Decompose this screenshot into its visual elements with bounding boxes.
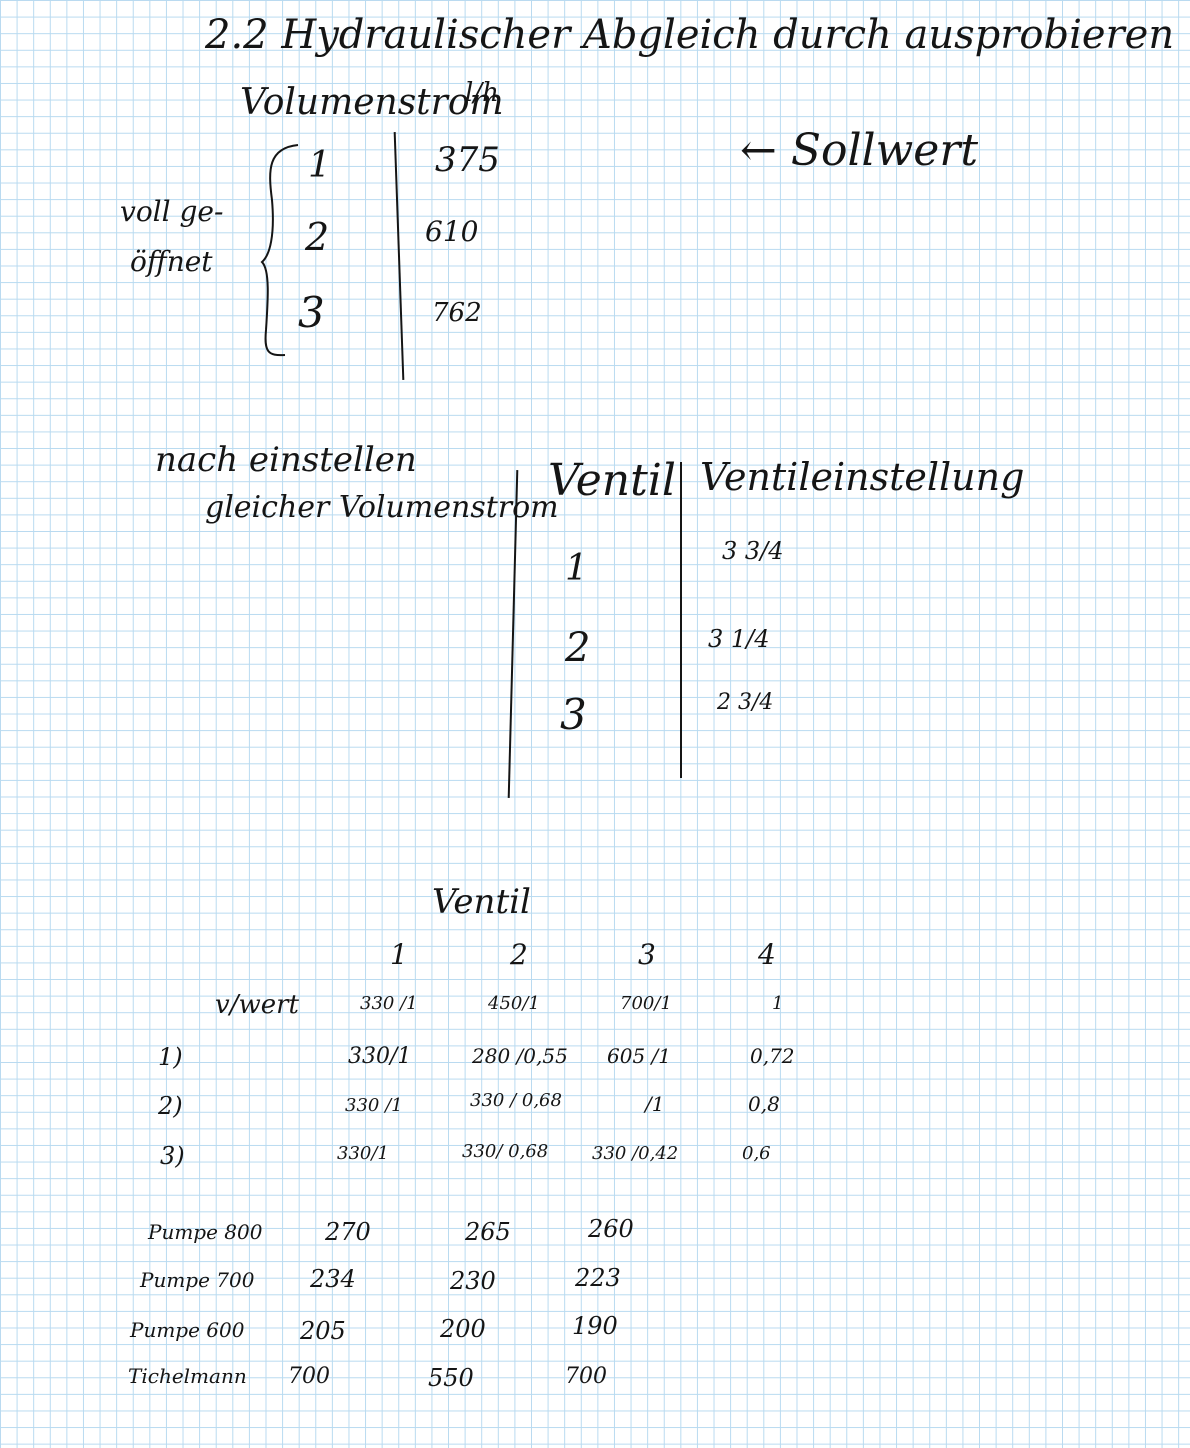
section3-cell: 330/ 0,68 xyxy=(462,1141,549,1162)
section3-cell: /1 xyxy=(645,1092,665,1116)
section3-cell: 330 / 0,68 xyxy=(470,1090,562,1111)
section4-row-label-pumpe-800: Pumpe 800 xyxy=(148,1220,263,1244)
group-label-line1: voll ge- xyxy=(120,195,224,228)
section2-setting-1: 3 3/4 xyxy=(722,537,784,565)
section3-cell: 0,72 xyxy=(750,1044,795,1068)
group-label-line2: öffnet xyxy=(130,245,213,278)
section4-cell: 700 xyxy=(565,1364,607,1389)
section3-cell: 280 /0,55 xyxy=(472,1044,568,1068)
section3-col-4: 4 xyxy=(758,938,776,971)
section3-col-1: 1 xyxy=(390,938,408,971)
section3-cell: 330/1 xyxy=(337,1143,389,1164)
section3-row-label-vwert: v/wert xyxy=(215,990,299,1020)
section3-cell: 605 /1 xyxy=(607,1044,671,1068)
page-title: 2.2 Hydraulischer Abgleich durch ausprob… xyxy=(205,12,1175,58)
section3-cell: 0,6 xyxy=(742,1143,771,1164)
section2-col-setting: Ventileinstellung xyxy=(700,455,1025,499)
section3-row-label-1: 1) xyxy=(158,1043,183,1071)
section2-valve-2: 2 xyxy=(565,625,591,671)
section2-setting-3: 2 3/4 xyxy=(717,690,774,715)
section4-cell: 270 xyxy=(325,1218,371,1246)
section1-valve-2: 2 xyxy=(305,215,330,259)
section3-row-label-3: 3) xyxy=(160,1142,185,1170)
section3-col-3: 3 xyxy=(638,938,656,971)
section4-cell: 223 xyxy=(575,1264,621,1292)
volume-flow-unit: l/h xyxy=(465,78,499,108)
section3-cell: 700/1 xyxy=(620,993,672,1014)
section4-row-label-tichelmann: Tichelmann xyxy=(128,1364,247,1388)
section3-cell: 0,8 xyxy=(748,1092,780,1116)
section1-flow-1: 375 xyxy=(435,140,500,180)
volume-flow-header: Volumenstrom xyxy=(240,82,504,123)
section4-cell: 260 xyxy=(588,1215,634,1243)
section4-cell: 205 xyxy=(300,1317,346,1345)
section4-cell: 265 xyxy=(465,1218,511,1246)
section4-cell: 190 xyxy=(572,1312,618,1340)
section3-heading: Ventil xyxy=(432,882,531,922)
section4-cell: 200 xyxy=(440,1315,486,1343)
section4-row-label-pumpe-700: Pumpe 700 xyxy=(140,1268,255,1292)
section3-row-label-2: 2) xyxy=(158,1092,183,1120)
section3-cell: 330 /1 xyxy=(345,1095,403,1116)
section1-valve-3: 3 xyxy=(298,288,325,337)
section1-flow-2: 610 xyxy=(425,215,479,248)
section2-middle-divider xyxy=(680,462,682,778)
section3-cell: 330 /1 xyxy=(360,993,418,1014)
section2-setting-2: 3 1/4 xyxy=(708,625,770,653)
section1-valve-1: 1 xyxy=(308,145,331,186)
section1-flow-3: 762 xyxy=(432,298,482,328)
section4-cell: 700 xyxy=(288,1364,330,1389)
setpoint-note: ← Sollwert xyxy=(740,125,979,176)
section2-label-line1: nach einstellen xyxy=(155,440,417,480)
section2-label-line2: gleicher Volumenstrom xyxy=(205,490,559,525)
section3-cell: 450/1 xyxy=(488,993,540,1014)
section3-col-2: 2 xyxy=(510,938,528,971)
section3-cell: 1 xyxy=(772,993,784,1014)
section3-cell: 330 /0,42 xyxy=(592,1143,679,1164)
section4-cell: 230 xyxy=(450,1267,496,1295)
section4-row-label-pumpe-600: Pumpe 600 xyxy=(130,1318,245,1342)
section4-cell: 550 xyxy=(428,1364,474,1392)
section2-valve-3: 3 xyxy=(560,690,587,739)
section4-cell: 234 xyxy=(310,1265,356,1293)
section2-col-valve: Ventil xyxy=(548,455,676,506)
section2-valve-1: 1 xyxy=(565,548,588,589)
section3-cell: 330/1 xyxy=(348,1044,412,1069)
